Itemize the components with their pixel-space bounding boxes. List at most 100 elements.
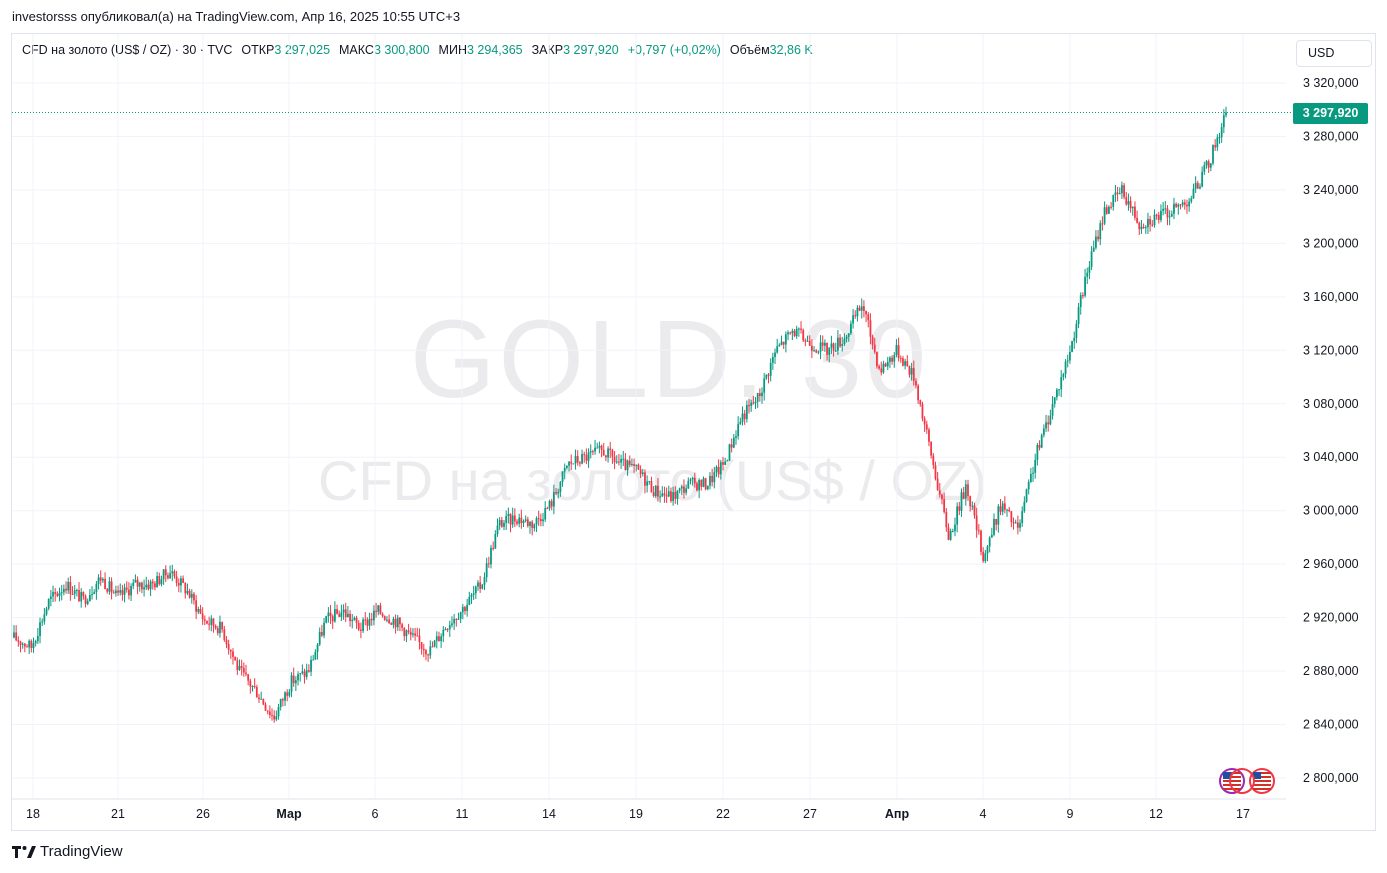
candle-body	[349, 613, 351, 622]
candle-body	[761, 392, 763, 397]
candle-body	[1127, 201, 1130, 205]
candle-body	[112, 592, 115, 594]
candle-body	[607, 448, 609, 458]
candle-body	[338, 613, 341, 617]
candle-body	[1199, 186, 1201, 189]
candle-body	[791, 330, 794, 334]
candle-body	[435, 636, 438, 641]
x-tick-label: 17	[1236, 807, 1250, 821]
candle-body	[728, 444, 731, 461]
candle-body	[886, 361, 889, 367]
candle-body	[268, 711, 271, 716]
candle-body	[767, 374, 770, 376]
candle-body	[620, 458, 622, 463]
candle-body	[715, 466, 718, 473]
candle-body	[1012, 521, 1015, 524]
us-flag-event-icon[interactable]	[1219, 768, 1245, 794]
candle-body	[1225, 112, 1227, 116]
candle-body	[698, 480, 701, 491]
candle-body	[646, 481, 649, 486]
candle-body	[585, 454, 588, 461]
candle-body	[466, 604, 469, 611]
candle-body	[908, 366, 911, 375]
candle-body	[425, 650, 427, 655]
candle-body	[1155, 214, 1158, 216]
candle-body	[1047, 422, 1050, 425]
candle-body	[388, 619, 390, 624]
candle-body	[331, 616, 334, 622]
candle-body	[552, 492, 555, 507]
candle-body	[741, 413, 744, 422]
candle-body	[743, 413, 746, 420]
candle-body	[52, 592, 54, 597]
candle-body	[1019, 523, 1021, 528]
symbol-name[interactable]: CFD на золото (US$ / OZ) · 30 · TVC	[22, 43, 233, 57]
candle-body	[1160, 210, 1162, 220]
candle-body	[975, 515, 978, 531]
candle-body	[271, 715, 273, 717]
candle-body	[32, 643, 35, 648]
candle-body	[1108, 206, 1110, 214]
candle-body	[195, 600, 198, 612]
candle-body	[121, 590, 124, 595]
candle-body	[722, 462, 724, 465]
candle-body	[212, 618, 215, 626]
candle-body	[26, 646, 28, 648]
tradingview-logo[interactable]: TradingView	[12, 843, 123, 860]
candle-body	[672, 492, 675, 502]
candle-body	[611, 450, 614, 457]
last-price-label: 3 297,920	[1293, 103, 1368, 124]
candle-body	[821, 342, 824, 346]
y-tick-label: 3 280,000	[1303, 129, 1359, 143]
candle-body	[251, 685, 254, 687]
candle-body	[732, 437, 735, 448]
candle-body	[236, 660, 239, 670]
candle-body	[1082, 295, 1084, 297]
candle-body	[1177, 204, 1180, 207]
candle-body	[945, 511, 948, 528]
candle-body	[548, 501, 551, 509]
candle-body	[739, 421, 742, 424]
candle-body	[928, 429, 930, 442]
x-tick-label: 19	[629, 807, 643, 821]
candle-body	[266, 710, 269, 712]
candle-body	[806, 340, 809, 342]
candle-body	[813, 350, 815, 352]
y-tick-label: 2 960,000	[1303, 557, 1359, 571]
candle-body	[1131, 206, 1134, 209]
high-label: МАКС	[339, 43, 374, 57]
candle-body	[1162, 208, 1165, 211]
candle-body	[461, 607, 464, 613]
candle-body	[1157, 214, 1160, 220]
open-label: ОТКР	[241, 43, 275, 57]
candle-body	[609, 448, 612, 451]
candle-body	[520, 517, 523, 524]
candle-body	[748, 405, 750, 407]
candle-body	[1129, 201, 1132, 209]
candle-body	[1142, 226, 1145, 228]
x-tick-label: Мар	[276, 807, 302, 821]
candle-body	[990, 534, 993, 538]
candle-body	[216, 628, 219, 634]
candle-body	[299, 673, 302, 675]
candle-body	[156, 576, 158, 588]
candle-body	[41, 621, 44, 623]
candle-body	[648, 481, 651, 483]
candle-body	[602, 449, 605, 456]
us-flag-event-icon[interactable]	[1249, 768, 1275, 794]
candle-body	[362, 619, 364, 631]
candle-body	[238, 666, 241, 670]
candle-body	[958, 506, 961, 511]
candle-body	[555, 492, 557, 494]
x-tick-label: 27	[803, 807, 817, 821]
candle-body	[498, 520, 501, 526]
candle-body	[800, 328, 802, 330]
candle-body	[143, 587, 145, 590]
candle-body	[1220, 127, 1223, 138]
candle-body	[379, 605, 382, 614]
candle-body	[453, 618, 456, 624]
currency-button[interactable]: USD	[1296, 40, 1372, 67]
candle-body	[839, 337, 841, 347]
candle-body	[639, 469, 642, 474]
